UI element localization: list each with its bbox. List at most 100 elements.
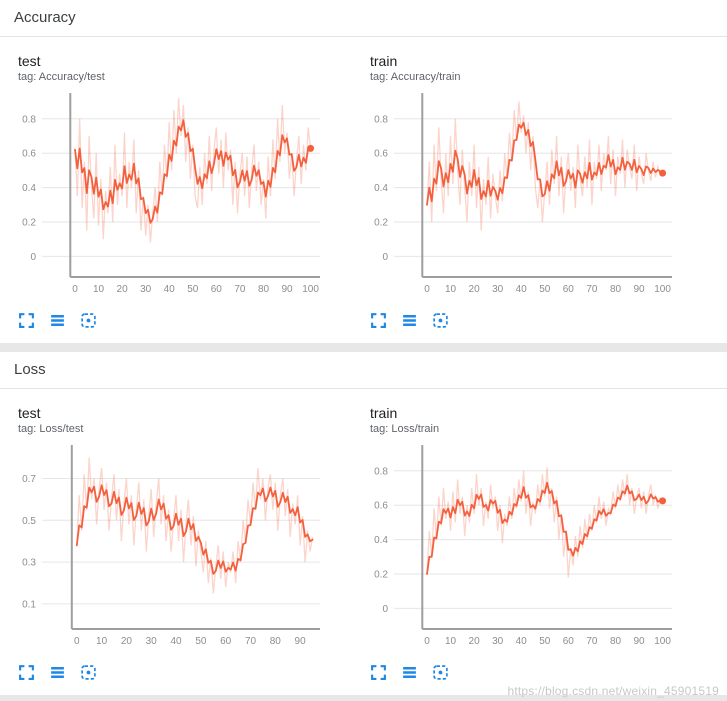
svg-text:0.5: 0.5 — [22, 516, 36, 527]
svg-text:0.4: 0.4 — [374, 183, 388, 194]
runs-list-icon — [49, 666, 66, 684]
svg-text:60: 60 — [211, 284, 223, 295]
runs-list-button[interactable] — [49, 312, 66, 329]
fullscreen-button[interactable] — [370, 664, 387, 681]
card-title: test — [18, 405, 41, 421]
svg-text:70: 70 — [234, 284, 246, 295]
fullscreen-icon — [18, 313, 35, 332]
chart-toolbar — [18, 312, 360, 329]
runs-list-button[interactable] — [401, 312, 418, 329]
runs-list-icon — [49, 314, 66, 332]
svg-text:40: 40 — [164, 284, 176, 295]
card-tag: tag: Loss/train — [370, 423, 440, 435]
svg-text:0: 0 — [382, 252, 388, 263]
svg-text:80: 80 — [258, 284, 270, 295]
svg-text:0: 0 — [382, 604, 388, 615]
chart-card-loss-test: test tag: Loss/test 0.1 0.3 0.5 0.7 0 10 20 30 4… — [8, 403, 360, 681]
svg-text:0.2: 0.2 — [374, 570, 388, 581]
chart-card-loss-train: train tag: Loss/train 0 0.2 0.4 0.6 0.8 0 10 20… — [360, 403, 712, 681]
fullscreen-icon — [370, 313, 387, 332]
section-body-loss: test tag: Loss/test 0.1 0.3 0.5 0.7 0 10 20 30 4… — [0, 389, 727, 695]
fit-domain-button[interactable] — [432, 312, 449, 329]
card-tag: tag: Accuracy/train — [370, 71, 461, 83]
svg-text:0.8: 0.8 — [374, 466, 388, 477]
section-header-loss[interactable]: Loss — [0, 352, 727, 389]
runs-list-icon — [401, 666, 418, 684]
svg-text:40: 40 — [516, 636, 528, 647]
svg-text:0: 0 — [72, 284, 78, 295]
card-tag: tag: Accuracy/test — [18, 71, 105, 83]
section-loss: Loss test tag: Loss/test 0.1 0.3 0.5 0.7 0 10… — [0, 352, 727, 695]
svg-text:0.7: 0.7 — [22, 474, 36, 485]
line-chart-loss-test[interactable]: 0.1 0.3 0.5 0.7 0 10 20 30 40 50 60 70 80 90 — [8, 439, 360, 656]
fullscreen-button[interactable] — [18, 312, 35, 329]
card-title: train — [370, 53, 398, 69]
fit-domain-icon — [432, 313, 449, 332]
svg-text:50: 50 — [539, 636, 551, 647]
svg-text:0: 0 — [424, 284, 430, 295]
svg-text:0.8: 0.8 — [22, 114, 36, 125]
line-chart-loss-train[interactable]: 0 0.2 0.4 0.6 0.8 0 10 20 30 40 50 60 70 80 90 100 — [360, 439, 712, 656]
fullscreen-icon — [18, 665, 35, 684]
watermark: https://blog.csdn.net/weixin_45901519 — [507, 684, 719, 698]
svg-text:20: 20 — [117, 284, 129, 295]
svg-text:100: 100 — [654, 284, 671, 295]
fullscreen-button[interactable] — [370, 312, 387, 329]
svg-text:80: 80 — [270, 636, 282, 647]
chart-card-accuracy-train: train tag: Accuracy/train 0 0.2 0.4 0.6 0.8 0… — [360, 51, 712, 329]
svg-text:20: 20 — [121, 636, 133, 647]
runs-list-icon — [401, 314, 418, 332]
svg-text:10: 10 — [445, 636, 457, 647]
svg-text:0.4: 0.4 — [374, 535, 388, 546]
chart-toolbar — [370, 312, 712, 329]
svg-text:30: 30 — [492, 636, 504, 647]
svg-text:0.4: 0.4 — [22, 183, 36, 194]
runs-list-button[interactable] — [49, 664, 66, 681]
svg-text:90: 90 — [633, 636, 645, 647]
svg-text:10: 10 — [445, 284, 457, 295]
svg-text:100: 100 — [654, 636, 671, 647]
svg-text:20: 20 — [469, 284, 481, 295]
svg-text:0: 0 — [74, 636, 80, 647]
fit-domain-icon — [80, 665, 97, 684]
card-title: train — [370, 405, 398, 421]
svg-text:0.3: 0.3 — [22, 558, 36, 569]
svg-text:80: 80 — [610, 636, 622, 647]
svg-text:10: 10 — [93, 284, 105, 295]
svg-text:90: 90 — [295, 636, 307, 647]
svg-text:10: 10 — [96, 636, 108, 647]
svg-text:0.8: 0.8 — [374, 114, 388, 125]
line-chart-accuracy-train[interactable]: 0 0.2 0.4 0.6 0.8 0 10 20 30 40 50 60 70 80 90 100 — [360, 87, 712, 304]
line-chart-accuracy-test[interactable]: 0 0.2 0.4 0.6 0.8 0 10 20 30 40 50 60 70 80 90 100 — [8, 87, 360, 304]
section-accuracy: Accuracy test tag: Accuracy/test 0 0.2 0.4… — [0, 0, 727, 343]
chart-card-accuracy-test: test tag: Accuracy/test 0 0.2 0.4 0.6 0.8 0 10… — [8, 51, 360, 329]
svg-text:50: 50 — [539, 284, 551, 295]
svg-text:60: 60 — [563, 284, 575, 295]
svg-text:40: 40 — [170, 636, 182, 647]
svg-text:30: 30 — [492, 284, 504, 295]
svg-text:0.2: 0.2 — [22, 218, 36, 229]
svg-text:70: 70 — [586, 636, 598, 647]
svg-text:100: 100 — [302, 284, 319, 295]
fullscreen-icon — [370, 665, 387, 684]
svg-text:0.6: 0.6 — [22, 149, 36, 160]
section-body-accuracy: test tag: Accuracy/test 0 0.2 0.4 0.6 0.8 0 10… — [0, 37, 727, 343]
section-header-accuracy[interactable]: Accuracy — [0, 0, 727, 37]
fit-domain-icon — [80, 313, 97, 332]
svg-text:60: 60 — [563, 636, 575, 647]
svg-text:90: 90 — [633, 284, 645, 295]
svg-text:0: 0 — [424, 636, 430, 647]
svg-text:50: 50 — [195, 636, 207, 647]
svg-text:80: 80 — [610, 284, 622, 295]
fit-domain-button[interactable] — [432, 664, 449, 681]
chart-toolbar — [370, 664, 712, 681]
card-tag: tag: Loss/test — [18, 423, 84, 435]
fit-domain-button[interactable] — [80, 664, 97, 681]
svg-text:70: 70 — [586, 284, 598, 295]
runs-list-button[interactable] — [401, 664, 418, 681]
svg-text:60: 60 — [220, 636, 232, 647]
fit-domain-button[interactable] — [80, 312, 97, 329]
svg-text:20: 20 — [469, 636, 481, 647]
fullscreen-button[interactable] — [18, 664, 35, 681]
svg-text:0.6: 0.6 — [374, 501, 388, 512]
